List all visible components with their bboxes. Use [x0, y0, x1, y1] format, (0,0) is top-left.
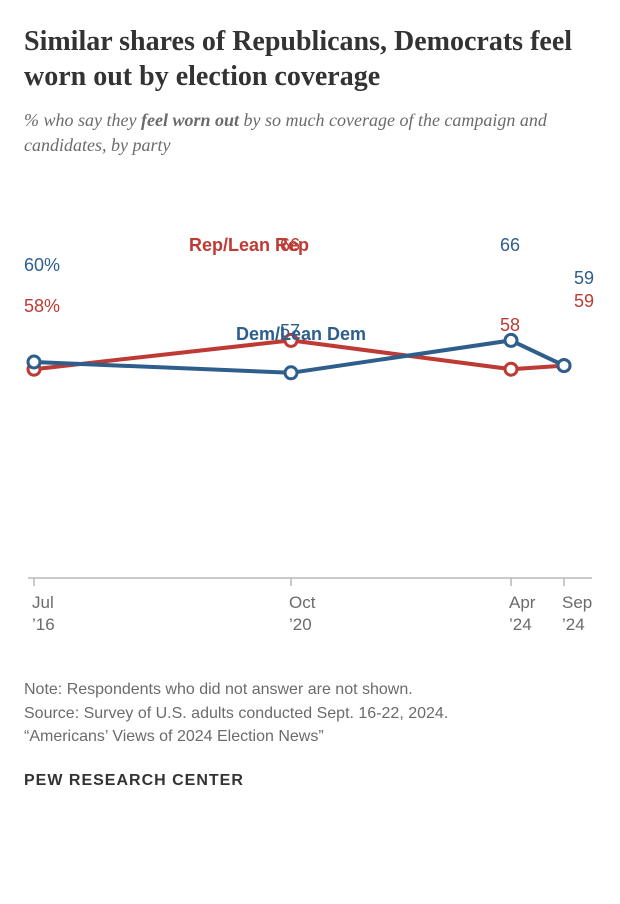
chart-source-title: “Americans’ Views of 2024 Election News”: [24, 725, 596, 748]
x-tick-label: Jul ’16: [32, 592, 55, 635]
value-label: 59: [574, 268, 594, 289]
chart-title: Similar shares of Republicans, Democrats…: [24, 24, 596, 94]
chart-subtitle: % who say they feel worn out by so much …: [24, 108, 596, 158]
value-label: 59: [574, 291, 594, 312]
value-label: 58: [500, 315, 520, 336]
chart-note: Note: Respondents who did not answer are…: [24, 678, 596, 701]
x-tick-label: Sep ’24: [562, 592, 592, 635]
subtitle-emphasis: feel worn out: [141, 110, 239, 130]
chart-footer: Note: Respondents who did not answer are…: [24, 678, 596, 748]
line-chart: Rep/Lean Rep58%665859Dem/Lean Dem60%5766…: [24, 178, 596, 658]
subtitle-prefix: % who say they: [24, 110, 141, 130]
x-tick-label: Oct ’20: [289, 592, 315, 635]
x-tick-label: Apr ’24: [509, 592, 535, 635]
value-label: 57: [280, 321, 300, 342]
value-label: 60%: [24, 255, 60, 276]
value-label: 58%: [24, 296, 60, 317]
series-label: Dem/Lean Dem: [236, 324, 366, 345]
attribution: PEW RESEARCH CENTER: [24, 772, 596, 790]
chart-source: Source: Survey of U.S. adults conducted …: [24, 702, 596, 725]
value-label: 66: [280, 235, 300, 256]
value-label: 66: [500, 235, 520, 256]
